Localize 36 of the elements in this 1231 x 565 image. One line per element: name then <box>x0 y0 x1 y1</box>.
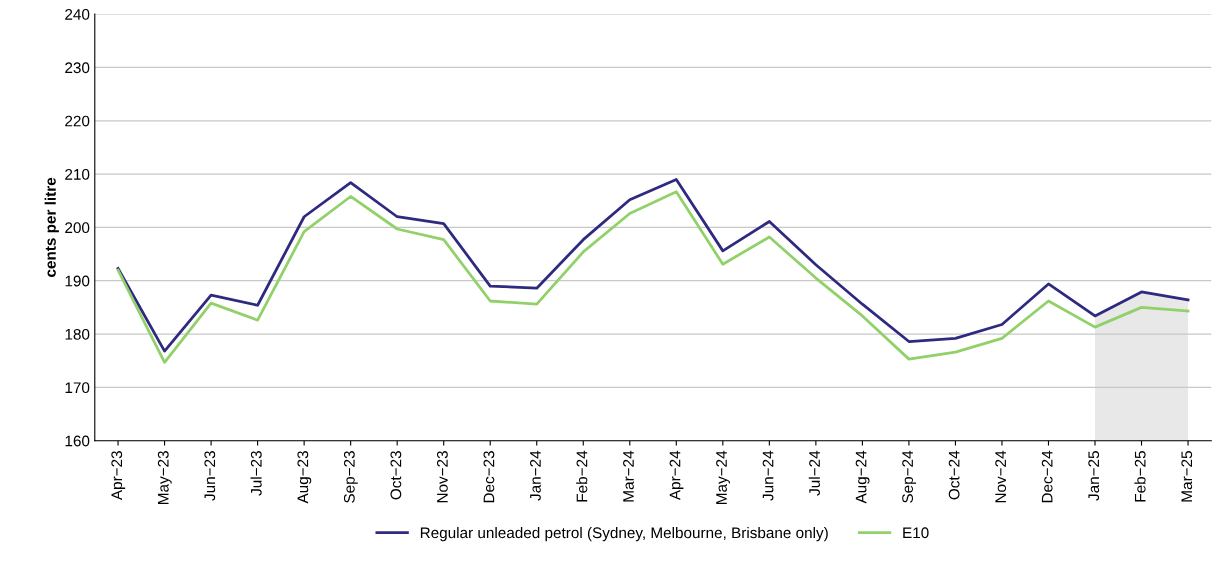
x-tick-label: Sep−24 <box>902 450 917 503</box>
x-tick-label: Jan−24 <box>530 450 541 501</box>
x-tick-label: Jun−23 <box>204 451 216 501</box>
y-tick-label: 170 <box>65 382 90 394</box>
y-tick-label: 160 <box>65 435 90 447</box>
x-tick-label: Mar−24 <box>623 450 634 502</box>
x-tick-label: Nov−23 <box>436 451 448 503</box>
x-tick-label: May−23 <box>157 451 172 504</box>
x-tick-label: Jan−25 <box>1088 451 1100 501</box>
legend-label: E10 <box>903 527 929 539</box>
x-tick-label: Oct−23 <box>390 451 402 500</box>
y-tick-label: 240 <box>65 8 90 20</box>
y-axis-title: cents per litre <box>44 177 59 277</box>
x-tick-label: Oct−24 <box>948 450 960 500</box>
x-tick-label: Aug−24 <box>855 450 870 504</box>
x-tick-label: May−24 <box>716 450 730 504</box>
x-tick-label: Sep−23 <box>343 451 358 503</box>
x-tick-label: Dec−23 <box>483 451 495 503</box>
y-tick-label: 190 <box>65 275 90 287</box>
y-tick-label: 230 <box>65 62 90 74</box>
x-tick-label: Jul−24 <box>808 450 820 496</box>
x-tick-label: Jun−24 <box>762 450 774 501</box>
x-tick-label: Feb−24 <box>576 450 588 502</box>
y-tick-label: 200 <box>65 222 90 234</box>
x-tick-label: Dec−24 <box>1041 450 1053 503</box>
x-tick-label: Apr−23 <box>111 451 126 501</box>
legend-label: Regular unleaded petrol (Sydney, Melbourne, Brisbane only) <box>420 526 828 542</box>
y-tick-label: 210 <box>65 168 90 180</box>
y-tick-label: 180 <box>65 328 90 340</box>
x-tick-label: Feb−25 <box>1134 451 1146 502</box>
x-tick-label: Nov−24 <box>995 450 1007 503</box>
x-tick-label: Jul−23 <box>250 451 262 496</box>
x-tick-label: Mar−25 <box>1181 451 1193 502</box>
y-tick-label: 220 <box>65 115 90 127</box>
x-tick-label: Apr−24 <box>669 450 684 501</box>
x-tick-label: Aug−23 <box>297 451 312 504</box>
